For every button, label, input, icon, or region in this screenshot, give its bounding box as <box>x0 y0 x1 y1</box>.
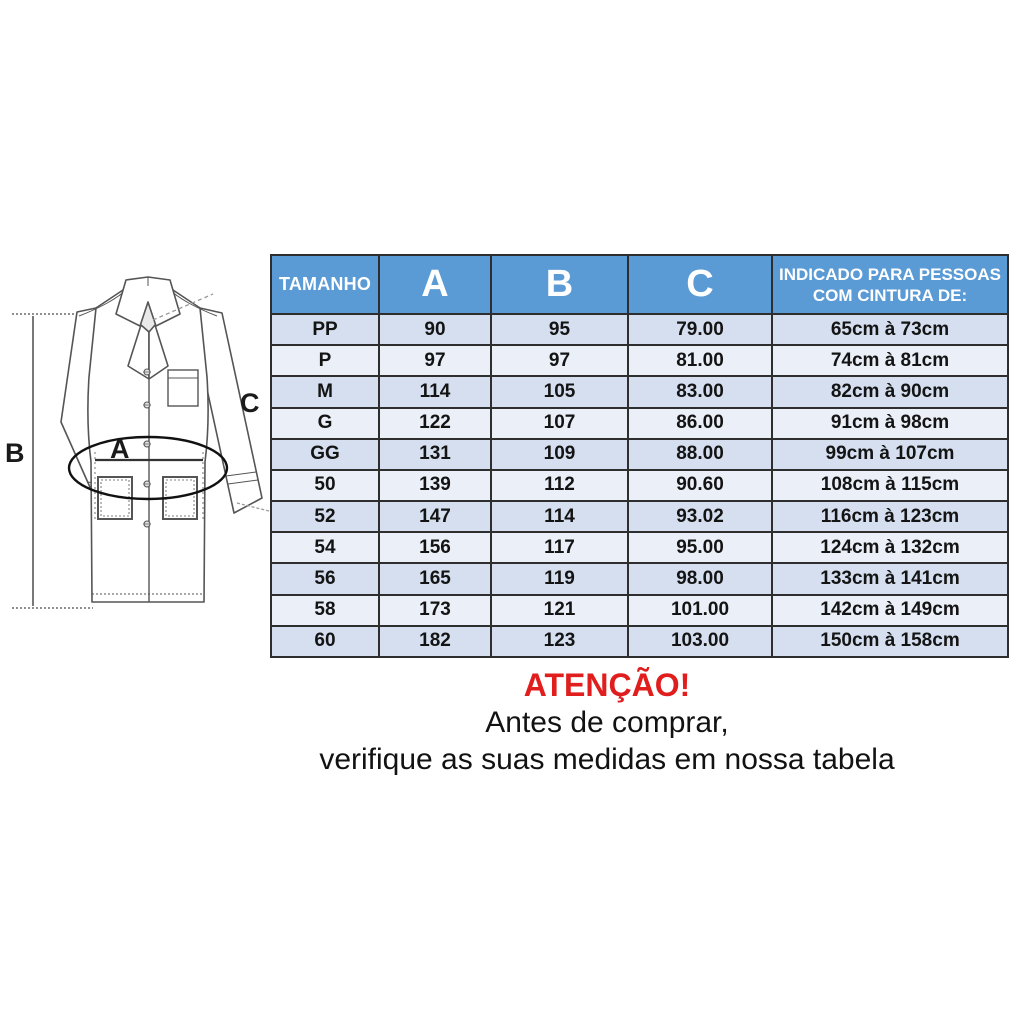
table-cell: 97 <box>490 344 629 378</box>
measurement-c-lines <box>152 293 270 512</box>
table-cell: 133cm à 141cm <box>771 562 1009 596</box>
table-cell: 97 <box>378 344 492 378</box>
table-cell: 91cm à 98cm <box>771 406 1009 440</box>
table-cell: PP <box>270 312 380 347</box>
table-cell: M <box>270 375 380 409</box>
table-cell: 119 <box>490 562 629 596</box>
table-cell: 60 <box>270 624 380 659</box>
table-cell: 79.00 <box>627 312 773 347</box>
measurement-b-label: B <box>5 438 25 468</box>
table-row: 52 147 114 93.02 116cm à 123cm <box>270 500 1009 534</box>
table-row: G 122 107 86.00 91cm à 98cm <box>270 406 1009 440</box>
table-cell: 98.00 <box>627 562 773 596</box>
table-row: 56 165 119 98.00 133cm à 141cm <box>270 562 1009 596</box>
table-row: P 97 97 81.00 74cm à 81cm <box>270 344 1009 378</box>
table-cell: 88.00 <box>627 437 773 471</box>
table-row: GG 131 109 88.00 99cm à 107cm <box>270 437 1009 471</box>
table-cell: 182 <box>378 624 492 659</box>
table-cell: 124cm à 132cm <box>771 531 1009 565</box>
table-cell: 95 <box>490 312 629 347</box>
table-cell: 121 <box>490 593 629 627</box>
table-header-row: TAMANHO A B C INDICADO PARA PESSOAS COM … <box>270 254 1009 315</box>
measurement-a-label: A <box>110 434 130 464</box>
table-cell: 93.02 <box>627 500 773 534</box>
table-cell: 101.00 <box>627 593 773 627</box>
table-cell: 108cm à 115cm <box>771 468 1009 503</box>
table-row: M 114 105 83.00 82cm à 90cm <box>270 375 1009 409</box>
notice-block: ATENÇÃO! Antes de comprar, verifique as … <box>190 666 1024 778</box>
waist-ellipse <box>67 435 229 501</box>
table-row: 50 139 112 90.60 108cm à 115cm <box>270 468 1009 503</box>
table-cell: 156 <box>378 531 492 565</box>
coat-buttons <box>143 368 151 528</box>
table-cell: G <box>270 406 380 440</box>
table-row: 58 173 121 101.00 142cm à 149cm <box>270 593 1009 627</box>
table-cell: 56 <box>270 562 380 596</box>
table-row: 60 182 123 103.00 150cm à 158cm <box>270 624 1009 659</box>
table-cell: 147 <box>378 500 492 534</box>
table-cell: 105 <box>490 375 629 409</box>
table-cell: 122 <box>378 406 492 440</box>
table-cell: 139 <box>378 468 492 503</box>
table-cell: 117 <box>490 531 629 565</box>
table-cell: 116cm à 123cm <box>771 500 1009 534</box>
column-header-a: A <box>378 254 492 315</box>
table-cell: 58 <box>270 593 380 627</box>
measurement-c-label: C <box>240 388 260 418</box>
table-cell: 90 <box>378 312 492 347</box>
table-cell: 103.00 <box>627 624 773 659</box>
table-cell: 109 <box>490 437 629 471</box>
table-cell: 131 <box>378 437 492 471</box>
table-cell: 107 <box>490 406 629 440</box>
notice-line-2: verifique as suas medidas em nossa tabel… <box>319 743 895 776</box>
table-row: 54 156 117 95.00 124cm à 132cm <box>270 531 1009 565</box>
table-cell: 114 <box>378 375 492 409</box>
column-header-cintura: INDICADO PARA PESSOAS COM CINTURA DE: <box>771 254 1009 315</box>
table-cell: 86.00 <box>627 406 773 440</box>
table-cell: 173 <box>378 593 492 627</box>
table-cell: 112 <box>490 468 629 503</box>
size-table: TAMANHO A B C INDICADO PARA PESSOAS COM … <box>270 254 1009 659</box>
column-header-tamanho: TAMANHO <box>270 254 380 315</box>
table-cell: 82cm à 90cm <box>771 375 1009 409</box>
table-cell: 65cm à 73cm <box>771 312 1009 347</box>
coat-collar <box>115 276 181 602</box>
table-cell: 83.00 <box>627 375 773 409</box>
table-cell: 54 <box>270 531 380 565</box>
size-table-body: PP 90 95 79.00 65cm à 73cm P 97 97 81.00 74cm à 8… <box>270 312 1009 659</box>
measurement-a-lines <box>67 435 229 520</box>
table-cell: P <box>270 344 380 378</box>
table-cell: 50 <box>270 468 380 503</box>
table-cell: 165 <box>378 562 492 596</box>
table-cell: 81.00 <box>627 344 773 378</box>
column-header-b: B <box>490 254 629 315</box>
table-cell: 142cm à 149cm <box>771 593 1009 627</box>
table-cell: 150cm à 158cm <box>771 624 1009 659</box>
table-cell: 52 <box>270 500 380 534</box>
table-cell: 123 <box>490 624 629 659</box>
table-cell: 95.00 <box>627 531 773 565</box>
table-row: PP 90 95 79.00 65cm à 73cm <box>270 312 1009 347</box>
table-cell: 114 <box>490 500 629 534</box>
column-header-c: C <box>627 254 773 315</box>
lab-coat-diagram: B A C <box>5 276 270 609</box>
table-cell: GG <box>270 437 380 471</box>
notice-line-1: Antes de comprar, <box>485 706 729 739</box>
table-cell: 74cm à 81cm <box>771 344 1009 378</box>
notice-title: ATENÇÃO! <box>523 667 691 703</box>
table-cell: 99cm à 107cm <box>771 437 1009 471</box>
table-cell: 90.60 <box>627 468 773 503</box>
